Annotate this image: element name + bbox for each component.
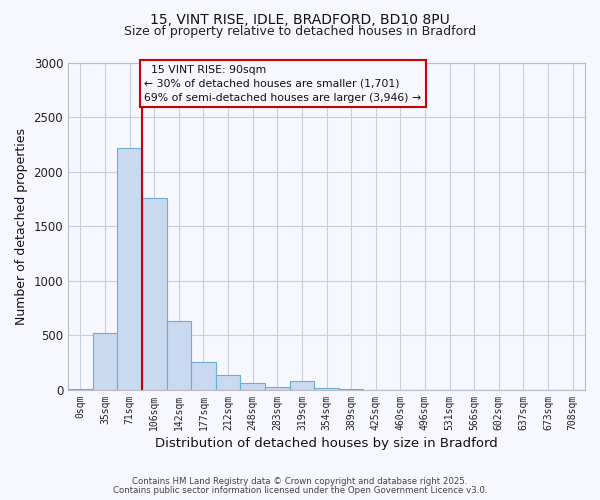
Bar [191, 362, 216, 390]
Text: Contains public sector information licensed under the Open Government Licence v3: Contains public sector information licen… [113, 486, 487, 495]
X-axis label: Distribution of detached houses by size in Bradford: Distribution of detached houses by size … [155, 437, 498, 450]
Bar [314, 388, 339, 390]
Bar [117, 148, 142, 390]
Bar [92, 333, 117, 390]
Bar [241, 383, 265, 390]
Bar [290, 381, 314, 390]
Text: 15 VINT RISE: 90sqm
← 30% of detached houses are smaller (1,701)
69% of semi-det: 15 VINT RISE: 90sqm ← 30% of detached ho… [145, 64, 421, 102]
Bar [216, 374, 241, 390]
Bar [167, 320, 191, 390]
Text: Contains HM Land Registry data © Crown copyright and database right 2025.: Contains HM Land Registry data © Crown c… [132, 477, 468, 486]
Bar [265, 386, 290, 390]
Y-axis label: Number of detached properties: Number of detached properties [15, 128, 28, 324]
Bar [142, 198, 167, 390]
Text: Size of property relative to detached houses in Bradford: Size of property relative to detached ho… [124, 25, 476, 38]
Text: 15, VINT RISE, IDLE, BRADFORD, BD10 8PU: 15, VINT RISE, IDLE, BRADFORD, BD10 8PU [150, 12, 450, 26]
